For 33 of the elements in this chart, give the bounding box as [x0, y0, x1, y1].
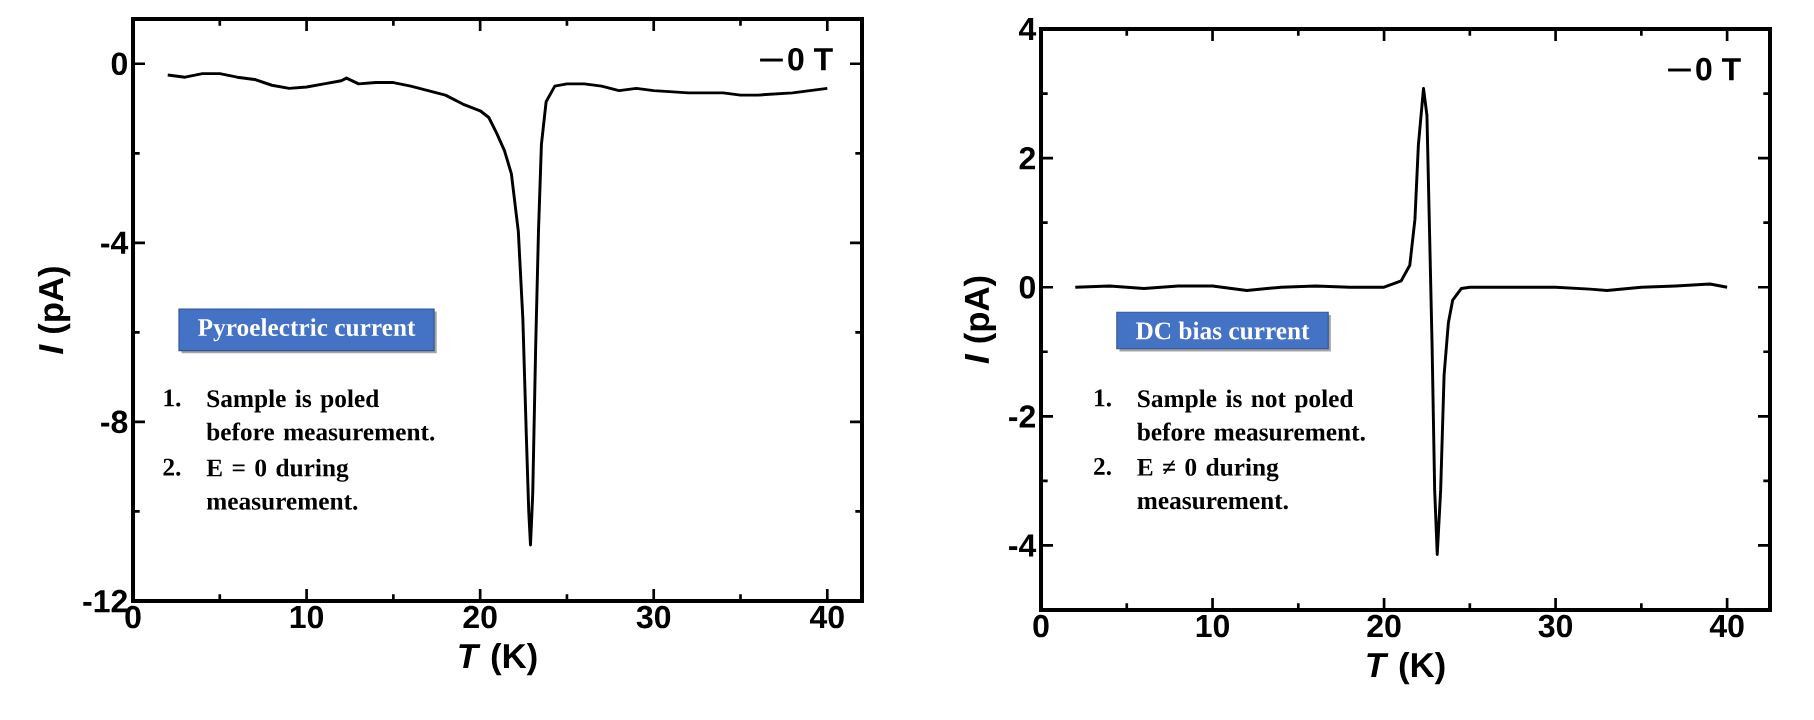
y-axis-title: I (pA) [963, 276, 997, 364]
y-tick-label: 2 [1019, 146, 1036, 170]
annotation: 1. [164, 389, 181, 407]
y-tick-label: -12 [83, 589, 128, 613]
x-tick-label: 30 [1538, 614, 1573, 638]
y-tick-label: -4 [1009, 534, 1037, 557]
y-tick-label: -2 [1009, 405, 1036, 428]
y-tick-label: -8 [101, 410, 128, 434]
annotation: E ≠ 0 during measurement. [1137, 458, 1288, 510]
x-tick-label: 10 [1196, 614, 1230, 638]
annotation: DC bias current [1135, 321, 1310, 340]
y-tick-label: -4 [101, 231, 129, 254]
y-tick-label: 0 [111, 52, 127, 76]
annotation: Pyroelectric current [198, 318, 416, 342]
annotation: Sample is poled before measurement. [206, 389, 435, 441]
x-tick-label: 30 [636, 605, 671, 629]
x-axis-title: T (K) [1367, 651, 1445, 685]
x-tick-label: 20 [463, 605, 497, 629]
y-axis-title: I (pA) [37, 267, 71, 354]
annotation: 1. [1095, 389, 1111, 407]
x-tick-label: 40 [1709, 614, 1744, 638]
x-tick-label: 20 [1367, 614, 1401, 638]
legend-label: 0 T [788, 47, 833, 71]
x-axis-title: T (K) [459, 642, 537, 676]
annotation: 2. [163, 458, 181, 476]
x-tick-label: 10 [290, 605, 324, 629]
legend-label: 0 T [1696, 57, 1741, 81]
annotation: Sample is not poled before measurement. [1137, 389, 1365, 441]
y-tick-label: 4 [1018, 17, 1037, 40]
annotation: E = 0 during measurement. [206, 458, 358, 510]
y-tick-label: 0 [1019, 275, 1035, 299]
annotation: 2. [1094, 458, 1111, 476]
x-tick-label: 40 [809, 605, 844, 629]
